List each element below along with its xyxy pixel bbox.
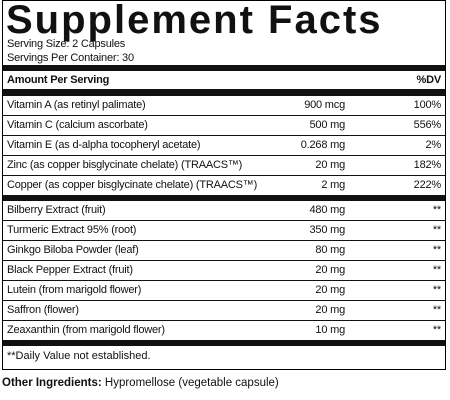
footnote: **Daily Value not established. <box>7 350 151 362</box>
supplement-facts-panel: Supplement Facts Serving Size: 2 Capsule… <box>2 0 446 370</box>
nutrient-name: Vitamin C (calcium ascorbate) <box>7 119 148 131</box>
servings-per-container: Servings Per Container: 30 <box>7 52 134 64</box>
panel-title: Supplement Facts <box>6 0 383 42</box>
dv-header: %DV <box>416 74 442 86</box>
nutrient-row: Copper (as copper bisglycinate chelate) … <box>3 176 445 195</box>
nutrient-amount: 2 mg <box>321 179 345 191</box>
other-ingredients-label: Other Ingredients: <box>2 377 102 389</box>
nutrient-row: Zinc (as copper bisglycinate chelate) (T… <box>3 156 445 176</box>
nutrient-row: Saffron (flower) 20 mg ** <box>3 301 445 321</box>
nutrient-amount: 0.268 mg <box>300 139 345 151</box>
nutrient-amount: 20 mg <box>315 264 345 276</box>
nutrient-name: Zeaxanthin (from marigold flower) <box>7 324 165 336</box>
nutrient-row: Vitamin E (as d-alpha tocopheryl acetate… <box>3 136 445 156</box>
nutrient-name: Turmeric Extract 95% (root) <box>7 224 137 236</box>
nutrient-row: Zeaxanthin (from marigold flower) 10 mg ** <box>3 321 445 340</box>
divider-bar <box>3 340 445 346</box>
nutrient-row: Ginkgo Biloba Powder (leaf) 80 mg ** <box>3 241 445 261</box>
nutrient-dv: 222% <box>413 179 442 191</box>
nutrient-dv: ** <box>432 244 441 256</box>
nutrient-dv: 100% <box>413 99 442 111</box>
nutrient-amount: 20 mg <box>315 284 345 296</box>
nutrient-amount: 10 mg <box>315 324 345 336</box>
serving-size: Serving Size: 2 Capsules <box>7 38 126 50</box>
nutrient-name: Copper (as copper bisglycinate chelate) … <box>7 179 258 191</box>
nutrient-row: Vitamin C (calcium ascorbate) 500 mg 556% <box>3 116 445 136</box>
other-ingredients: Other Ingredients: Hypromellose (vegetab… <box>2 377 279 389</box>
nutrient-name: Saffron (flower) <box>7 304 79 316</box>
nutrient-amount: 500 mg <box>309 119 346 131</box>
nutrient-dv: ** <box>432 224 441 236</box>
nutrient-dv: ** <box>432 284 441 296</box>
divider-bar <box>3 195 445 201</box>
sections: Vitamin A (as retinyl palimate) 900 mcg 10… <box>3 90 445 346</box>
nutrient-dv: 182% <box>413 159 442 171</box>
nutrient-row: Bilberry Extract (fruit) 480 mg ** <box>3 201 445 221</box>
nutrient-name: Vitamin E (as d-alpha tocopheryl acetate… <box>7 139 201 151</box>
nutrient-amount: 80 mg <box>315 244 345 256</box>
nutrient-row: Vitamin A (as retinyl palimate) 900 mcg 10… <box>3 96 445 116</box>
nutrient-row: Black Pepper Extract (fruit) 20 mg ** <box>3 261 445 281</box>
amount-header: Amount Per Serving <box>7 74 110 86</box>
nutrient-name: Bilberry Extract (fruit) <box>7 204 106 216</box>
nutrient-dv: ** <box>432 304 441 316</box>
nutrient-amount: 480 mg <box>309 204 346 216</box>
nutrient-name: Vitamin A (as retinyl palimate) <box>7 99 146 111</box>
nutrient-dv: ** <box>432 204 441 216</box>
nutrient-amount: 20 mg <box>315 159 345 171</box>
nutrient-amount: 900 mcg <box>304 99 345 111</box>
nutrient-name: Black Pepper Extract (fruit) <box>7 264 133 276</box>
nutrient-name: Zinc (as copper bisglycinate chelate) (T… <box>7 159 243 171</box>
nutrient-row: Lutein (from marigold flower) 20 mg ** <box>3 281 445 301</box>
divider-bar <box>3 90 445 96</box>
nutrient-dv: ** <box>432 264 441 276</box>
nutrient-name: Ginkgo Biloba Powder (leaf) <box>7 244 139 256</box>
nutrient-row: Turmeric Extract 95% (root) 350 mg ** <box>3 221 445 241</box>
header-row: Amount Per Serving %DV <box>3 71 445 90</box>
divider-bar <box>3 65 445 71</box>
nutrient-dv: ** <box>432 324 441 336</box>
nutrient-name: Lutein (from marigold flower) <box>7 284 142 296</box>
nutrient-amount: 20 mg <box>315 304 345 316</box>
nutrient-amount: 350 mg <box>309 224 346 236</box>
nutrient-dv: 556% <box>413 119 442 131</box>
nutrient-dv: 2% <box>425 139 442 151</box>
other-ingredients-text: Hypromellose (vegetable capsule) <box>104 377 279 389</box>
